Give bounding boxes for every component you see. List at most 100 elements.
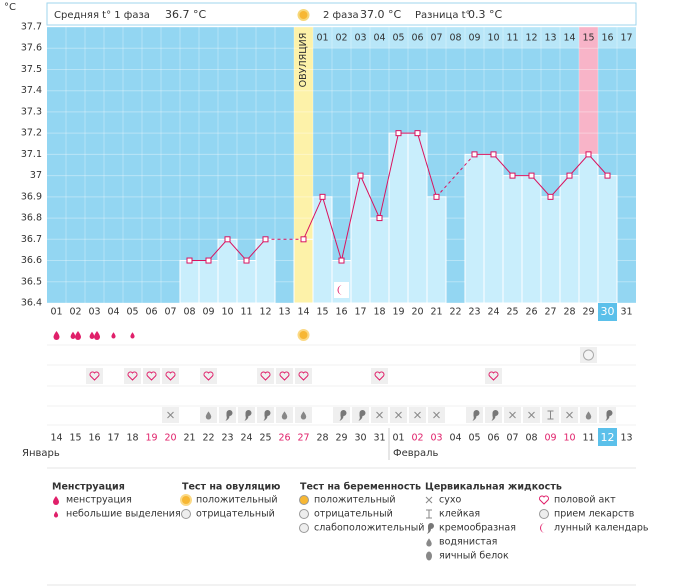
dry-icon [414, 411, 421, 419]
dry-icon [425, 496, 433, 504]
phase2-day: 10 [487, 33, 499, 44]
y-tick-label: 37.2 [21, 128, 42, 139]
point [547, 193, 554, 200]
x-tick-label: 26 [525, 307, 537, 318]
drop-icon [205, 411, 212, 420]
date-label: 25 [259, 433, 271, 444]
point [604, 172, 611, 179]
date-label: 19 [145, 433, 157, 444]
date-label: 09 [544, 433, 556, 444]
ovu-icon [180, 494, 192, 506]
date-label: 21 [183, 433, 195, 444]
x-tick-label: 08 [183, 307, 195, 318]
drop-icon [111, 332, 116, 339]
phase2-day: 12 [525, 33, 537, 44]
date-label: 13 [620, 433, 632, 444]
phase2-day: 02 [335, 33, 347, 44]
phase2-avg: 37.0 °C [360, 8, 401, 21]
y-tick-label: 37.4 [21, 85, 42, 96]
cream-icon [263, 410, 271, 421]
point [376, 215, 383, 222]
y-tick-label: 36.4 [21, 298, 42, 309]
x-tick-label: 01 [50, 307, 62, 318]
y-tick-label: 36.6 [21, 255, 42, 266]
moon-icon [337, 285, 343, 295]
icon-cell [371, 368, 388, 384]
bar [255, 238, 276, 304]
heart-icon [260, 371, 271, 381]
bar [521, 175, 542, 304]
y-tick-label: 36.8 [21, 213, 42, 224]
legend-icon [540, 523, 545, 533]
point [471, 151, 478, 158]
date-label: 29 [335, 433, 347, 444]
point [509, 172, 516, 179]
bar [293, 238, 314, 304]
phase2-row-bg [313, 27, 636, 48]
bar [540, 196, 561, 304]
bar [236, 260, 257, 304]
y-tick-label: 36.5 [21, 276, 42, 287]
heart-icon [539, 495, 549, 505]
legend-icon [539, 509, 549, 519]
x-tick-label: 23 [468, 307, 480, 318]
y-unit: °C [4, 2, 16, 13]
y-tick-label: 36.9 [21, 191, 42, 202]
drop-icon [53, 511, 59, 518]
drop-icon [130, 332, 135, 339]
heart-icon [165, 371, 176, 381]
date-label: 12 [601, 431, 615, 444]
y-tick-label: 37.6 [21, 43, 42, 54]
point [319, 193, 326, 200]
y-tick-label: 37.3 [21, 106, 42, 117]
drop-icon [300, 411, 307, 420]
heart-icon [374, 371, 385, 381]
sticky-icon [426, 509, 432, 519]
phase2-label: 2 фаза [323, 10, 359, 21]
date-label: 26 [278, 433, 290, 444]
date-label: 01 [392, 433, 404, 444]
cream-icon [427, 523, 434, 534]
heart-icon [298, 371, 309, 381]
point [205, 257, 212, 264]
drop-icon [75, 331, 81, 340]
x-tick-label: 03 [88, 307, 100, 318]
legend-icon [299, 523, 309, 533]
date-label: 28 [316, 433, 328, 444]
drop-icon [70, 331, 76, 339]
point [357, 172, 364, 179]
date-label: 30 [354, 433, 366, 444]
dry-icon [528, 411, 535, 419]
icon-cell [86, 368, 103, 384]
phase2-day: 08 [449, 33, 461, 44]
cream-icon [605, 410, 613, 421]
x-tick-label: 16 [335, 307, 347, 318]
heart-icon [279, 371, 290, 381]
point [566, 172, 573, 179]
legend-title: Менструация [52, 482, 125, 493]
legend-item: яичный белок [439, 551, 509, 562]
heart-icon [203, 371, 214, 381]
bar [350, 175, 371, 304]
legend-item: половой акт [554, 495, 616, 506]
icon-cell [276, 368, 293, 384]
heart-icon [89, 371, 100, 381]
date-label: 22 [202, 433, 214, 444]
phase2-day: 05 [392, 33, 404, 44]
icon-cell [485, 368, 502, 384]
date-label: 23 [221, 433, 233, 444]
date-label: 05 [468, 433, 480, 444]
date-label: 07 [506, 433, 518, 444]
dry-icon [433, 411, 440, 419]
phase2-day: 09 [468, 33, 480, 44]
date-label: 16 [88, 433, 100, 444]
cream-icon [339, 410, 347, 421]
y-tick-label: 37.7 [21, 22, 42, 33]
legend-title: Цервикальная жидкость [425, 482, 562, 493]
cream-icon [244, 410, 252, 421]
point [490, 151, 497, 158]
icon-cell [200, 368, 217, 384]
date-label: 08 [525, 433, 537, 444]
x-tick-label: 02 [69, 307, 81, 318]
